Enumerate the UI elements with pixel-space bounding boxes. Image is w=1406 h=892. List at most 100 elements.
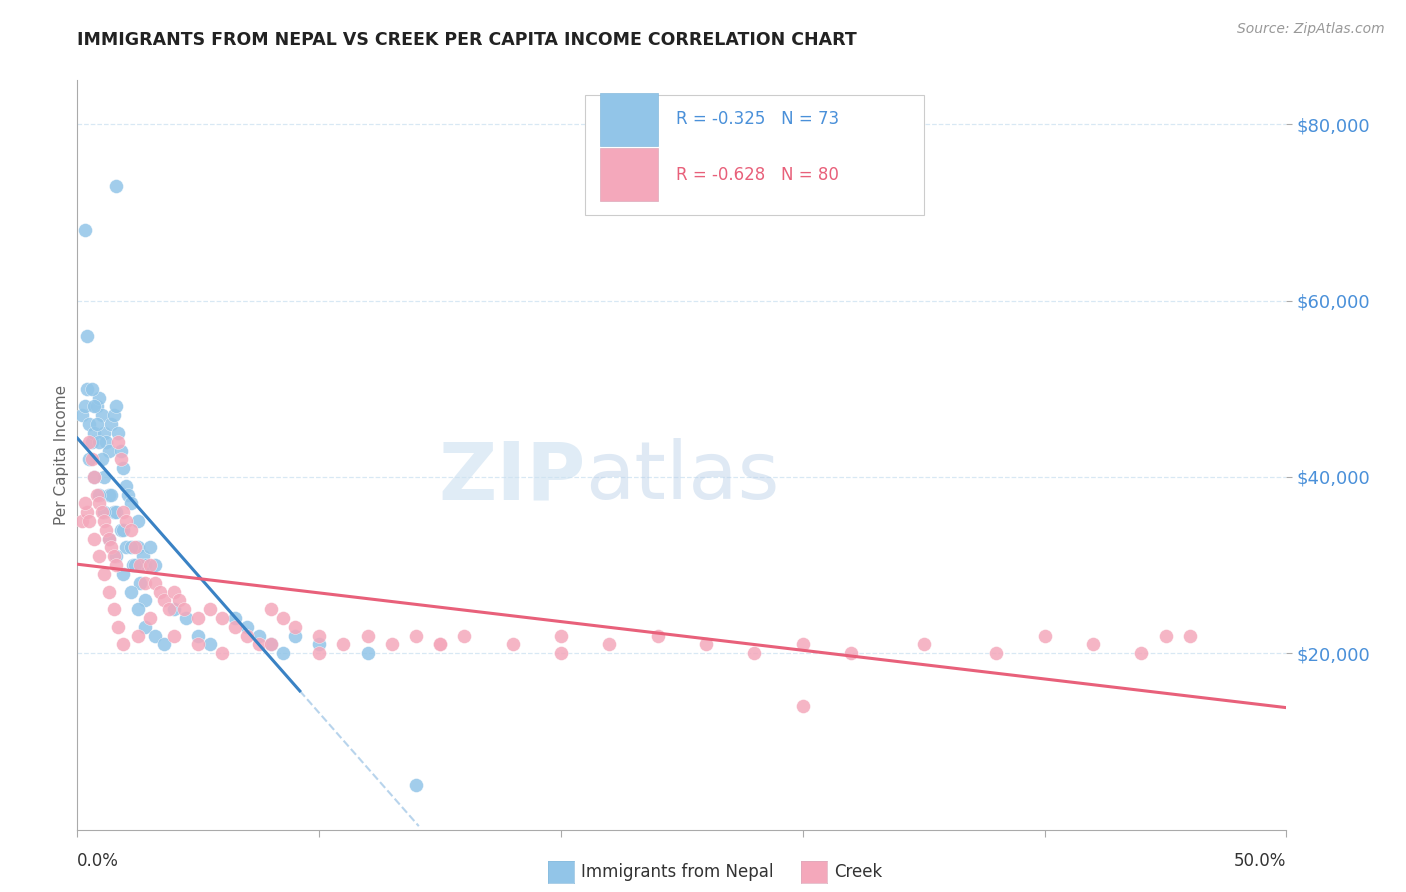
Point xyxy=(912,637,935,651)
Point xyxy=(139,611,162,625)
Point xyxy=(97,443,120,458)
Point xyxy=(139,558,162,573)
Point xyxy=(73,400,96,414)
Point xyxy=(76,329,98,343)
Point xyxy=(127,602,149,616)
Point xyxy=(163,584,186,599)
Point xyxy=(986,646,1008,660)
Point xyxy=(502,637,524,651)
Bar xyxy=(585,95,924,215)
Point xyxy=(105,505,128,519)
Point xyxy=(86,400,108,414)
Point xyxy=(134,558,156,573)
Point xyxy=(187,637,209,651)
Point xyxy=(148,584,170,599)
Point xyxy=(79,417,101,431)
Point xyxy=(96,434,118,449)
Point xyxy=(90,505,112,519)
Point xyxy=(76,505,98,519)
Point xyxy=(598,637,620,651)
Point xyxy=(110,443,132,458)
Point xyxy=(429,637,451,651)
Point xyxy=(87,549,110,564)
Point xyxy=(235,629,257,643)
Point xyxy=(247,637,270,651)
Y-axis label: Per Capita Income: Per Capita Income xyxy=(53,384,69,525)
Point xyxy=(1081,637,1104,651)
Point xyxy=(143,629,166,643)
Point xyxy=(107,425,129,440)
Point xyxy=(105,179,128,194)
Point xyxy=(127,541,149,555)
Point xyxy=(83,470,105,484)
Point xyxy=(839,646,862,660)
Point xyxy=(103,602,125,616)
Text: 50.0%: 50.0% xyxy=(1234,852,1286,870)
Point xyxy=(187,629,209,643)
Point xyxy=(93,425,115,440)
Point xyxy=(117,487,139,501)
Point xyxy=(224,620,246,634)
Point xyxy=(695,637,717,651)
Text: 0.0%: 0.0% xyxy=(77,852,120,870)
Point xyxy=(260,602,283,616)
Text: Immigrants from Nepal: Immigrants from Nepal xyxy=(581,863,773,881)
Point xyxy=(107,434,129,449)
Point xyxy=(80,452,103,467)
Point xyxy=(100,417,122,431)
Point xyxy=(96,523,118,537)
Point xyxy=(647,629,669,643)
Point xyxy=(139,541,162,555)
Point xyxy=(284,629,307,643)
Point xyxy=(332,637,354,651)
Point xyxy=(97,584,120,599)
Point xyxy=(235,620,257,634)
Point xyxy=(112,566,135,581)
Bar xyxy=(600,93,658,145)
Point xyxy=(550,646,572,660)
Point xyxy=(83,425,105,440)
Point xyxy=(1154,629,1177,643)
Point xyxy=(1033,629,1056,643)
Point xyxy=(93,566,115,581)
Point xyxy=(356,629,378,643)
Point xyxy=(200,602,222,616)
Point xyxy=(107,620,129,634)
Point xyxy=(87,391,110,405)
Point xyxy=(93,505,115,519)
Point xyxy=(83,470,105,484)
Point xyxy=(124,558,146,573)
Point xyxy=(167,593,190,607)
Point xyxy=(157,602,180,616)
Point xyxy=(143,558,166,573)
Point xyxy=(80,382,103,396)
Point xyxy=(143,575,166,590)
Point xyxy=(187,611,209,625)
Point xyxy=(97,532,120,546)
Point xyxy=(120,523,142,537)
Point xyxy=(73,496,96,510)
Point xyxy=(105,400,128,414)
Point xyxy=(127,514,149,528)
Point xyxy=(87,496,110,510)
Point xyxy=(86,417,108,431)
Point xyxy=(134,620,156,634)
Point xyxy=(120,496,142,510)
Point xyxy=(200,637,222,651)
Point xyxy=(90,452,112,467)
Point xyxy=(1130,646,1153,660)
Point xyxy=(271,646,294,660)
Point xyxy=(87,487,110,501)
Text: R = -0.325   N = 73: R = -0.325 N = 73 xyxy=(676,111,839,128)
Point xyxy=(271,611,294,625)
Text: Creek: Creek xyxy=(834,863,882,881)
Point xyxy=(405,629,427,643)
Point xyxy=(356,646,378,660)
Point xyxy=(103,505,125,519)
Point xyxy=(86,487,108,501)
Point xyxy=(112,637,135,651)
Point xyxy=(260,637,283,651)
Point xyxy=(284,620,307,634)
Point xyxy=(134,593,156,607)
Point xyxy=(76,382,98,396)
